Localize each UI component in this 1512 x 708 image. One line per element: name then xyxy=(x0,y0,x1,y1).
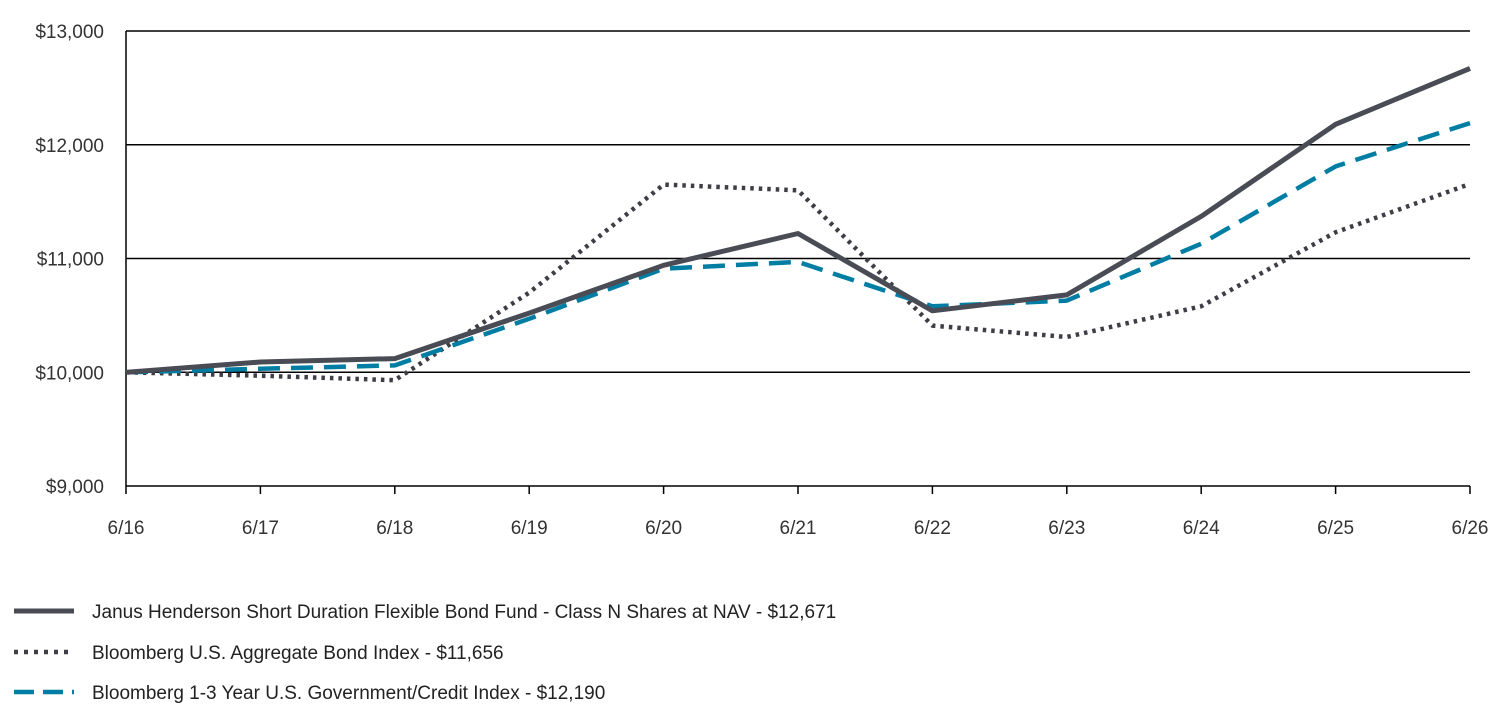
x-tick-label: 6/25 xyxy=(1317,518,1354,539)
series-layer xyxy=(125,66,1471,383)
legend: Janus Henderson Short Duration Flexible … xyxy=(14,602,836,704)
x-tick-label: 6/17 xyxy=(242,518,279,539)
series-line-1 xyxy=(125,181,1471,383)
y-tick-label: $11,000 xyxy=(37,250,104,271)
x-tick-label: 6/16 xyxy=(108,518,145,539)
x-tick-label: 6/18 xyxy=(376,518,413,539)
y-tick-label: $12,000 xyxy=(35,136,104,157)
axis-layer: $9,000 $10,000 $11,000 $12,000 $13,000 6/16 6/… xyxy=(35,22,1488,539)
x-tick-label: 6/22 xyxy=(914,518,951,539)
y-tick-label: $10,000 xyxy=(35,363,104,384)
y-tick-label: $9,000 xyxy=(46,477,104,498)
x-tick-label: 6/26 xyxy=(1452,518,1489,539)
series-line-0 xyxy=(125,66,1471,375)
legend-label-1: Bloomberg U.S. Aggregate Bond Index - $1… xyxy=(92,643,504,664)
y-tick-label: $13,000 xyxy=(35,22,104,43)
x-tick-label: 6/19 xyxy=(511,518,548,539)
grid-layer xyxy=(126,30,1470,373)
x-tick-label: 6/24 xyxy=(1183,518,1220,539)
x-tick-label: 6/23 xyxy=(1048,518,1085,539)
legend-label-0: Janus Henderson Short Duration Flexible … xyxy=(92,602,836,623)
x-tick-label: 6/20 xyxy=(645,518,682,539)
series-line-2 xyxy=(125,120,1471,375)
x-tick-label: 6/21 xyxy=(780,518,817,539)
legend-label-2: Bloomberg 1-3 Year U.S. Government/Credi… xyxy=(92,683,605,704)
